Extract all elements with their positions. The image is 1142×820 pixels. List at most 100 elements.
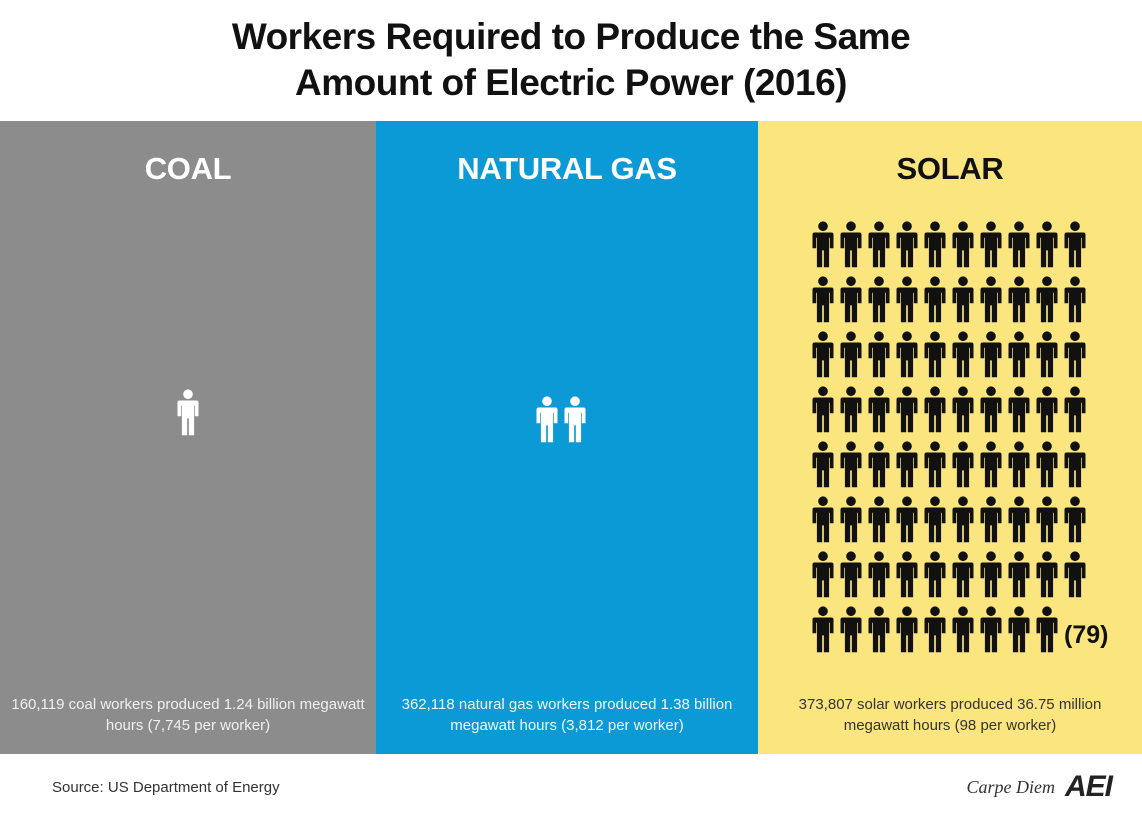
caption-coal: 160,119 coal workers produced 1.24 billi… [11, 696, 365, 734]
worker-icon [812, 496, 834, 543]
worker-icon [952, 496, 974, 543]
worker-icon [1064, 331, 1086, 378]
worker-icon [868, 221, 890, 268]
chart-title: Workers Required to Produce the Same Amo… [0, 14, 1142, 106]
chart-title-line2: Amount of Electric Power (2016) [295, 62, 847, 103]
worker-icon [840, 606, 862, 653]
worker-icon [812, 606, 834, 653]
worker-icon [812, 331, 834, 378]
caption-natural-gas: 362,118 natural gas workers produced 1.3… [401, 696, 733, 734]
worker-icon [840, 221, 862, 268]
worker-icon [924, 441, 946, 488]
worker-icon [1064, 441, 1086, 488]
worker-icon [1008, 276, 1030, 323]
worker-icons-coal [177, 389, 199, 436]
worker-icon [564, 396, 586, 443]
worker-icon [840, 331, 862, 378]
worker-icon [812, 221, 834, 268]
worker-icon [952, 606, 974, 653]
worker-icon [1008, 221, 1030, 268]
worker-icon [980, 551, 1002, 598]
worker-icon [812, 386, 834, 433]
brand-text: Carpe Diem [966, 776, 1055, 797]
worker-icon [840, 386, 862, 433]
worker-icon [1008, 606, 1030, 653]
worker-icon [868, 276, 890, 323]
worker-icon [868, 606, 890, 653]
worker-icon [924, 496, 946, 543]
worker-icon [952, 386, 974, 433]
brand-logo: Carpe Diem AEI [966, 770, 1113, 804]
pictogram-panels: COAL 160,119 coal workers produced 1.24 … [0, 121, 1142, 754]
worker-icon [896, 386, 918, 433]
worker-icon [1008, 551, 1030, 598]
worker-icon [868, 551, 890, 598]
worker-icon [177, 389, 199, 436]
worker-icon [1036, 276, 1058, 323]
worker-icon [896, 496, 918, 543]
worker-icon [1036, 331, 1058, 378]
worker-icon [1064, 551, 1086, 598]
source-note: Source: US Department of Energy [52, 779, 280, 796]
worker-icon [868, 386, 890, 433]
chart-title-line1: Workers Required to Produce the Same [231, 16, 911, 57]
worker-icon [812, 441, 834, 488]
worker-icon [868, 441, 890, 488]
worker-icon [980, 221, 1002, 268]
worker-icon [840, 276, 862, 323]
worker-icon [980, 441, 1002, 488]
worker-icon [980, 331, 1002, 378]
worker-icon [980, 496, 1002, 543]
solar-count-label: (79) [1064, 621, 1109, 649]
worker-icon [1008, 331, 1030, 378]
worker-icon [924, 551, 946, 598]
worker-icon [980, 276, 1002, 323]
worker-icon [952, 276, 974, 323]
worker-icon [1036, 496, 1058, 543]
aei-logo: AEI [1064, 770, 1113, 803]
panel-title-natural-gas: NATURAL GAS [457, 151, 677, 186]
panel-title-coal: COAL [144, 151, 232, 186]
worker-icon [1036, 551, 1058, 598]
worker-icon [952, 331, 974, 378]
worker-icon [924, 331, 946, 378]
worker-icon [1036, 221, 1058, 268]
worker-icon [1036, 606, 1058, 653]
worker-icon [980, 386, 1002, 433]
panel-coal: COAL 160,119 coal workers produced 1.24 … [0, 121, 376, 754]
worker-icon [1036, 386, 1058, 433]
worker-icon [1008, 441, 1030, 488]
worker-icon [896, 331, 918, 378]
worker-icon [840, 441, 862, 488]
worker-icon [868, 331, 890, 378]
worker-icon [1036, 441, 1058, 488]
worker-icon [896, 606, 918, 653]
worker-icon [896, 221, 918, 268]
panel-natural-gas: NATURAL GAS 362,118 natural gas workers … [376, 121, 758, 754]
caption-solar: 373,807 solar workers produced 36.75 mil… [798, 696, 1102, 734]
panel-title-solar: SOLAR [896, 151, 1004, 186]
worker-icon [1064, 386, 1086, 433]
worker-icon [536, 396, 558, 443]
worker-icon [924, 386, 946, 433]
worker-icon [1064, 276, 1086, 323]
worker-icon [812, 276, 834, 323]
worker-icon [868, 496, 890, 543]
worker-icons-natural-gas [536, 396, 586, 443]
worker-icon [896, 276, 918, 323]
worker-icon [840, 496, 862, 543]
worker-icons-solar [812, 221, 1086, 653]
worker-icon [896, 441, 918, 488]
panel-solar: SOLAR (79) 373,807 solar workers produce… [758, 121, 1142, 754]
worker-icon [812, 551, 834, 598]
worker-icon [952, 551, 974, 598]
worker-icon [924, 606, 946, 653]
worker-icon [980, 606, 1002, 653]
worker-icon [924, 221, 946, 268]
worker-icon [840, 551, 862, 598]
worker-icon [896, 551, 918, 598]
worker-icon [1064, 221, 1086, 268]
worker-icon [1064, 496, 1086, 543]
worker-icon [1008, 386, 1030, 433]
worker-icon [952, 441, 974, 488]
